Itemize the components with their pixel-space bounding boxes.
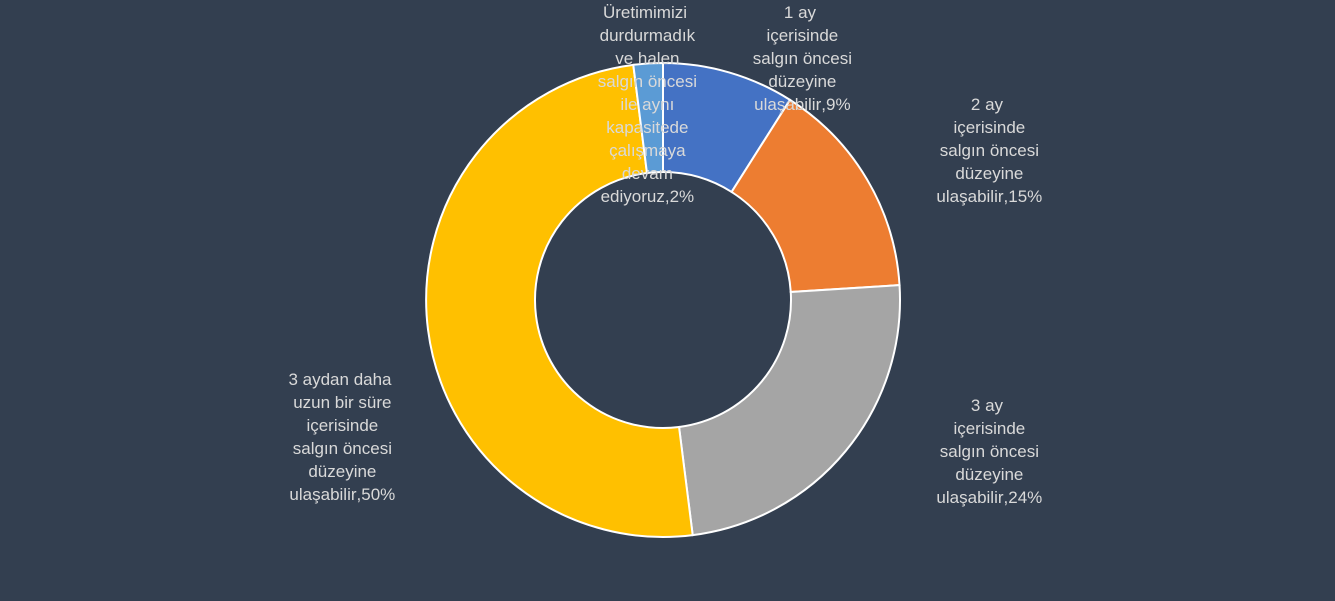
label-line: içerisinde — [949, 118, 1026, 137]
label-line: durdurmadık — [595, 26, 696, 45]
label-line: ediyoruz — [596, 187, 665, 206]
slice-label: 3 ay içerisinde salgın öncesi düzeyine u… — [932, 396, 1039, 507]
label-separator: , — [357, 485, 362, 504]
label-separator: , — [665, 187, 670, 206]
data-label: 2% — [670, 187, 695, 206]
label-line: kapasitede — [602, 118, 689, 137]
slice-label: 2 ay içerisinde salgın öncesi düzeyine u… — [932, 95, 1039, 206]
label-line: düzeyine — [951, 164, 1024, 183]
label-line: ulaşabilir — [932, 187, 1004, 206]
label-line: 3 aydan daha — [288, 370, 392, 389]
label-line: 3 ay — [971, 396, 1004, 415]
slice — [632, 61, 664, 175]
slice-label: 3 aydan daha uzun bir süre içerisinde sa… — [285, 370, 392, 504]
label-line: uzun bir süre — [289, 393, 392, 412]
slice-label: 1 ay içerisinde salgın öncesi düzeyine u… — [748, 3, 852, 114]
label-line: devam — [617, 164, 673, 183]
label-line: 1 ay — [784, 3, 817, 22]
slice — [677, 284, 901, 537]
label-separator: , — [1004, 488, 1009, 507]
data-label: 15% — [1008, 187, 1042, 206]
label-line: ulaşabilir — [285, 485, 357, 504]
data-label: 9% — [826, 95, 851, 114]
label-line: ile aynı — [616, 95, 675, 114]
slice — [425, 63, 694, 538]
label-line: ulaşabilir — [749, 95, 821, 114]
label-line: içerisinde — [762, 26, 839, 45]
label-line: çalışmaya — [604, 141, 686, 160]
label-line: içerisinde — [949, 419, 1026, 438]
label-line: salgın öncesi — [748, 49, 852, 68]
label-line: düzeyine — [951, 465, 1024, 484]
label-line: Üretimimizi — [603, 3, 687, 22]
label-line: içerisinde — [302, 416, 379, 435]
label-line: düzeyine — [304, 462, 377, 481]
label-separator: , — [1004, 187, 1009, 206]
label-line: salgın öncesi — [935, 442, 1039, 461]
label-line: 2 ay — [971, 95, 1004, 114]
label-line: salgın öncesi — [593, 72, 697, 91]
label-line: ve halen — [611, 49, 680, 68]
label-line: düzeyine — [764, 72, 837, 91]
label-line: salgın öncesi — [288, 439, 392, 458]
data-label: 50% — [361, 485, 395, 504]
slice — [730, 98, 901, 294]
label-line: ulaşabilir — [932, 488, 1004, 507]
label-separator: , — [821, 95, 826, 114]
label-line: salgın öncesi — [935, 141, 1039, 160]
slice-label: Üretimimizi durdurmadık ve halen salgın … — [593, 3, 697, 206]
data-label: 24% — [1008, 488, 1042, 507]
